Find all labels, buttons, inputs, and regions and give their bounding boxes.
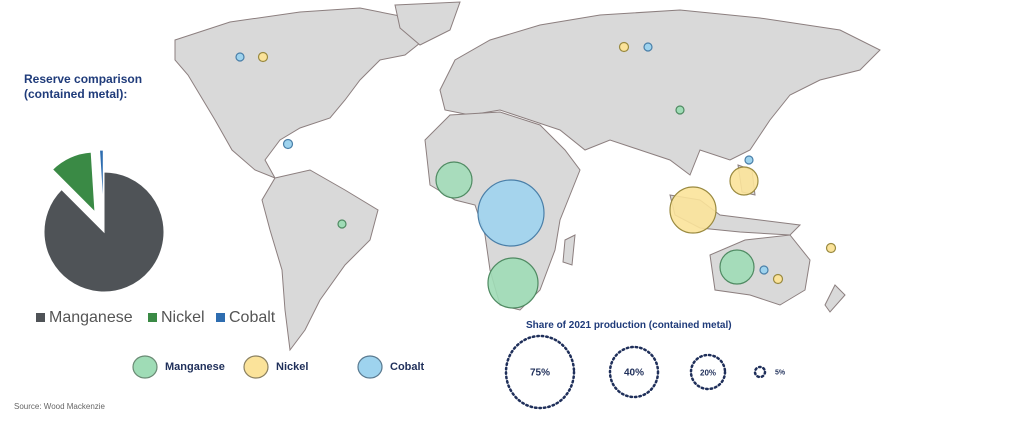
new-zealand [824, 284, 846, 313]
bubble-cobalt-russia[interactable] [643, 42, 653, 52]
bubble-manganese-gabon[interactable] [435, 161, 473, 199]
map-legend-manganese: Manganese [165, 361, 225, 373]
legend-swatch [216, 313, 225, 322]
bubble-cobalt-canada[interactable] [235, 52, 245, 62]
size-label-40: 40% [623, 367, 645, 379]
bubble-manganese-australia[interactable] [719, 249, 755, 285]
pie-legend-nickel: Nickel [148, 309, 205, 327]
bubble-nickel-russia[interactable] [618, 41, 630, 53]
pie-title-line2: (contained metal): [24, 87, 128, 101]
bubble-nickel-new-caledonia[interactable] [825, 242, 837, 254]
size-label-75: 75% [529, 367, 551, 379]
south-america [261, 169, 379, 352]
bubble-cobalt-drc[interactable] [477, 179, 545, 247]
size-label-20: 20% [699, 368, 717, 378]
map-legend-cobalt: Cobalt [390, 361, 425, 373]
europe-asia [439, 9, 881, 176]
size-legend-title: Share of 2021 production (contained meta… [526, 320, 732, 331]
bubble-manganese-south-africa[interactable] [487, 257, 539, 309]
bubble-manganese-china[interactable] [675, 105, 685, 115]
bubble-nickel-indonesia[interactable] [669, 186, 717, 234]
bubble-manganese-brazil[interactable] [337, 219, 347, 229]
legend-marker-manganese [132, 355, 158, 379]
greenland [394, 1, 461, 46]
bubble-cobalt-australia[interactable] [759, 265, 769, 275]
size-circle-75 [504, 334, 576, 410]
legend-label: Nickel [161, 309, 205, 326]
size-label-5: 5% [774, 369, 786, 377]
legend-swatch [36, 313, 45, 322]
legend-label: Cobalt [229, 309, 276, 326]
map-legend-markers [132, 355, 383, 379]
legend-marker-cobalt [357, 355, 383, 379]
bubble-nickel-canada[interactable] [257, 51, 269, 63]
source-note: Source: Wood Mackenzie [14, 402, 106, 411]
production-bubbles [235, 41, 837, 309]
madagascar [562, 234, 576, 266]
pie-title-line1: Reserve comparison [24, 72, 143, 86]
size-circle-5 [753, 365, 767, 379]
pie-title: Reserve comparison (contained metal): [24, 72, 142, 102]
bubble-cobalt-philippines[interactable] [744, 155, 754, 165]
pie-legend-manganese: Manganese [36, 309, 133, 327]
reserve-pie-chart [43, 149, 165, 293]
bubble-nickel-australia[interactable] [772, 273, 784, 285]
pie-slice-manganese[interactable] [43, 171, 165, 293]
size-circle-40 [608, 345, 660, 399]
bubble-cobalt-cuba[interactable] [282, 138, 294, 150]
continents [174, 1, 881, 352]
size-circle-20 [689, 353, 727, 391]
legend-label: Manganese [49, 309, 133, 326]
bubble-nickel-philippines[interactable] [729, 166, 759, 196]
pie-slice-cobalt[interactable] [99, 149, 104, 211]
pie-legend-cobalt: Cobalt [216, 309, 275, 327]
north-america [174, 7, 431, 179]
legend-marker-nickel [243, 355, 269, 379]
pie-slice-nickel[interactable] [51, 151, 96, 214]
legend-swatch [148, 313, 157, 322]
size-legend-circles [504, 334, 767, 410]
map-legend-nickel: Nickel [276, 361, 309, 373]
